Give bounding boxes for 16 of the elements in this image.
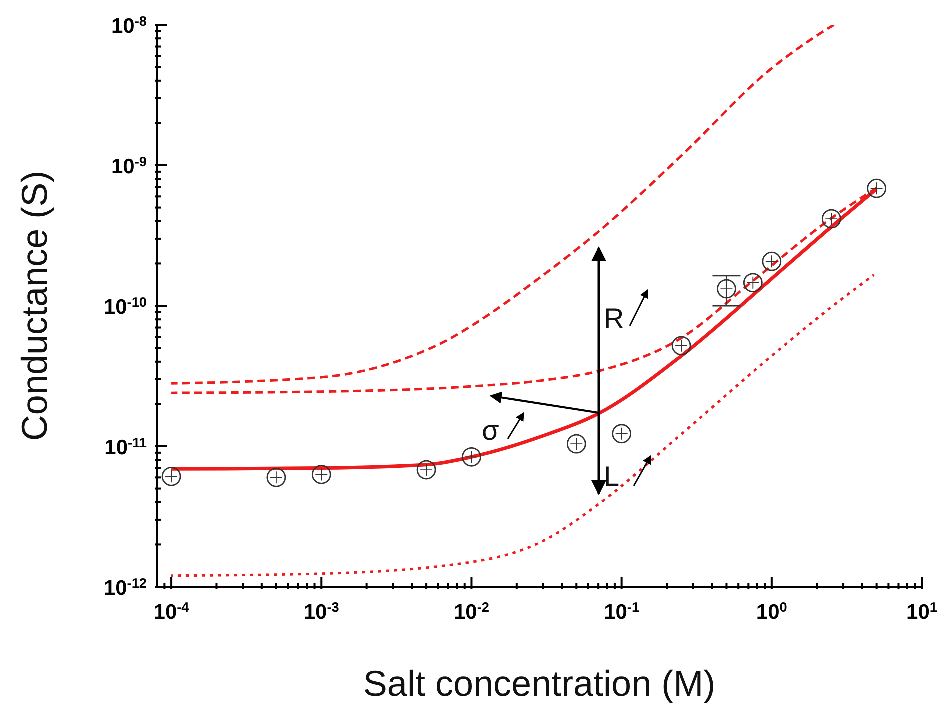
annotation: L (604, 461, 620, 492)
y-axis-title: Conductance (S) (14, 170, 55, 442)
x-tick-label: 10$^{-2}$ (454, 600, 490, 624)
x-tick-label: 10$^{-1}$ (604, 600, 640, 624)
x-tick-label: 10$^{-3}$ (304, 600, 340, 624)
y-tick-label: 10$^{-10}$ (104, 294, 148, 319)
x-axis-title: Salt concentration (M) (363, 663, 716, 704)
x-tick-label: 10$^{0}$ (756, 600, 788, 624)
x-tick-label: 10$^{-4}$ (154, 600, 190, 624)
annotation: R (604, 303, 624, 334)
y-tick-label: 10$^{-8}$ (112, 14, 148, 38)
y-tick-label: 10$^{-11}$ (104, 435, 148, 460)
y-tick-label: 10$^{-9}$ (112, 154, 148, 178)
y-tick-label: 10$^{-12}$ (104, 576, 148, 600)
x-tick-label: 10$^{1}$ (906, 600, 938, 624)
annotation: σ (482, 415, 500, 446)
